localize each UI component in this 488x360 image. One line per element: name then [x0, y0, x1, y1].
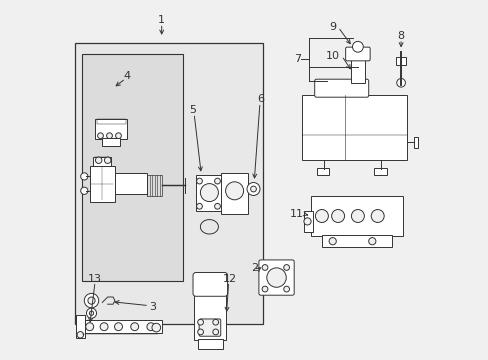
Bar [197, 339, 223, 349]
Bar [316, 168, 328, 175]
Text: 12: 12 [223, 274, 237, 284]
Bar [194, 293, 226, 340]
Bar [221, 173, 247, 214]
Circle shape [266, 268, 285, 287]
FancyBboxPatch shape [199, 319, 220, 336]
Text: 8: 8 [397, 31, 404, 41]
Bar [79, 320, 162, 333]
Text: 13: 13 [88, 274, 102, 284]
Circle shape [331, 210, 344, 222]
Circle shape [81, 173, 88, 180]
Bar [350, 59, 365, 83]
Circle shape [146, 323, 155, 330]
Circle shape [214, 203, 220, 209]
Circle shape [77, 332, 83, 338]
Circle shape [396, 78, 405, 87]
Circle shape [315, 210, 328, 222]
Text: 11: 11 [289, 209, 303, 219]
Bar [310, 196, 402, 236]
Circle shape [351, 210, 364, 222]
Circle shape [212, 329, 218, 335]
Circle shape [262, 265, 267, 270]
Circle shape [152, 323, 160, 332]
Text: 9: 9 [328, 22, 336, 32]
Bar [395, 57, 406, 65]
FancyBboxPatch shape [314, 79, 368, 97]
Circle shape [196, 178, 202, 184]
Text: 7: 7 [294, 54, 301, 64]
Text: 5: 5 [188, 105, 195, 115]
Text: 10: 10 [325, 51, 339, 61]
Bar [302, 95, 406, 160]
Circle shape [250, 186, 256, 192]
Text: 6: 6 [257, 94, 264, 104]
Circle shape [370, 210, 384, 222]
Bar [413, 137, 417, 148]
Text: 4: 4 [123, 71, 131, 81]
Bar [102, 138, 120, 146]
Circle shape [200, 184, 218, 202]
Bar [93, 157, 111, 166]
Circle shape [88, 297, 95, 304]
Circle shape [303, 218, 310, 225]
Text: 1: 1 [158, 15, 165, 25]
Circle shape [196, 203, 202, 209]
Bar [196, 175, 223, 211]
Circle shape [246, 183, 260, 195]
Bar [303, 211, 312, 232]
Circle shape [262, 286, 267, 292]
Circle shape [212, 319, 218, 325]
Bar [82, 54, 183, 281]
Bar [76, 315, 85, 338]
Bar [115, 173, 147, 194]
Text: 2: 2 [250, 263, 258, 273]
Circle shape [214, 178, 220, 184]
Circle shape [328, 238, 336, 245]
Circle shape [283, 286, 289, 292]
Circle shape [104, 157, 111, 163]
Circle shape [130, 323, 139, 330]
Bar [147, 175, 162, 196]
FancyBboxPatch shape [345, 47, 369, 61]
Circle shape [85, 323, 94, 330]
Circle shape [114, 323, 122, 330]
Circle shape [89, 311, 94, 315]
Bar [75, 43, 262, 324]
FancyBboxPatch shape [258, 260, 294, 295]
Text: 3: 3 [149, 302, 156, 312]
Circle shape [95, 157, 102, 163]
Bar [321, 235, 391, 247]
Circle shape [225, 182, 243, 200]
Circle shape [84, 293, 99, 308]
Bar [373, 168, 386, 175]
Circle shape [98, 133, 103, 139]
Circle shape [106, 133, 112, 139]
Bar [89, 166, 115, 202]
Circle shape [81, 187, 88, 194]
Circle shape [368, 238, 375, 245]
Bar [97, 119, 125, 124]
Circle shape [197, 319, 203, 325]
Bar [95, 119, 127, 139]
Circle shape [115, 133, 121, 139]
Circle shape [352, 41, 363, 52]
Circle shape [100, 323, 108, 330]
Circle shape [283, 265, 289, 270]
Circle shape [86, 308, 96, 318]
Circle shape [197, 329, 203, 335]
FancyBboxPatch shape [193, 273, 227, 296]
